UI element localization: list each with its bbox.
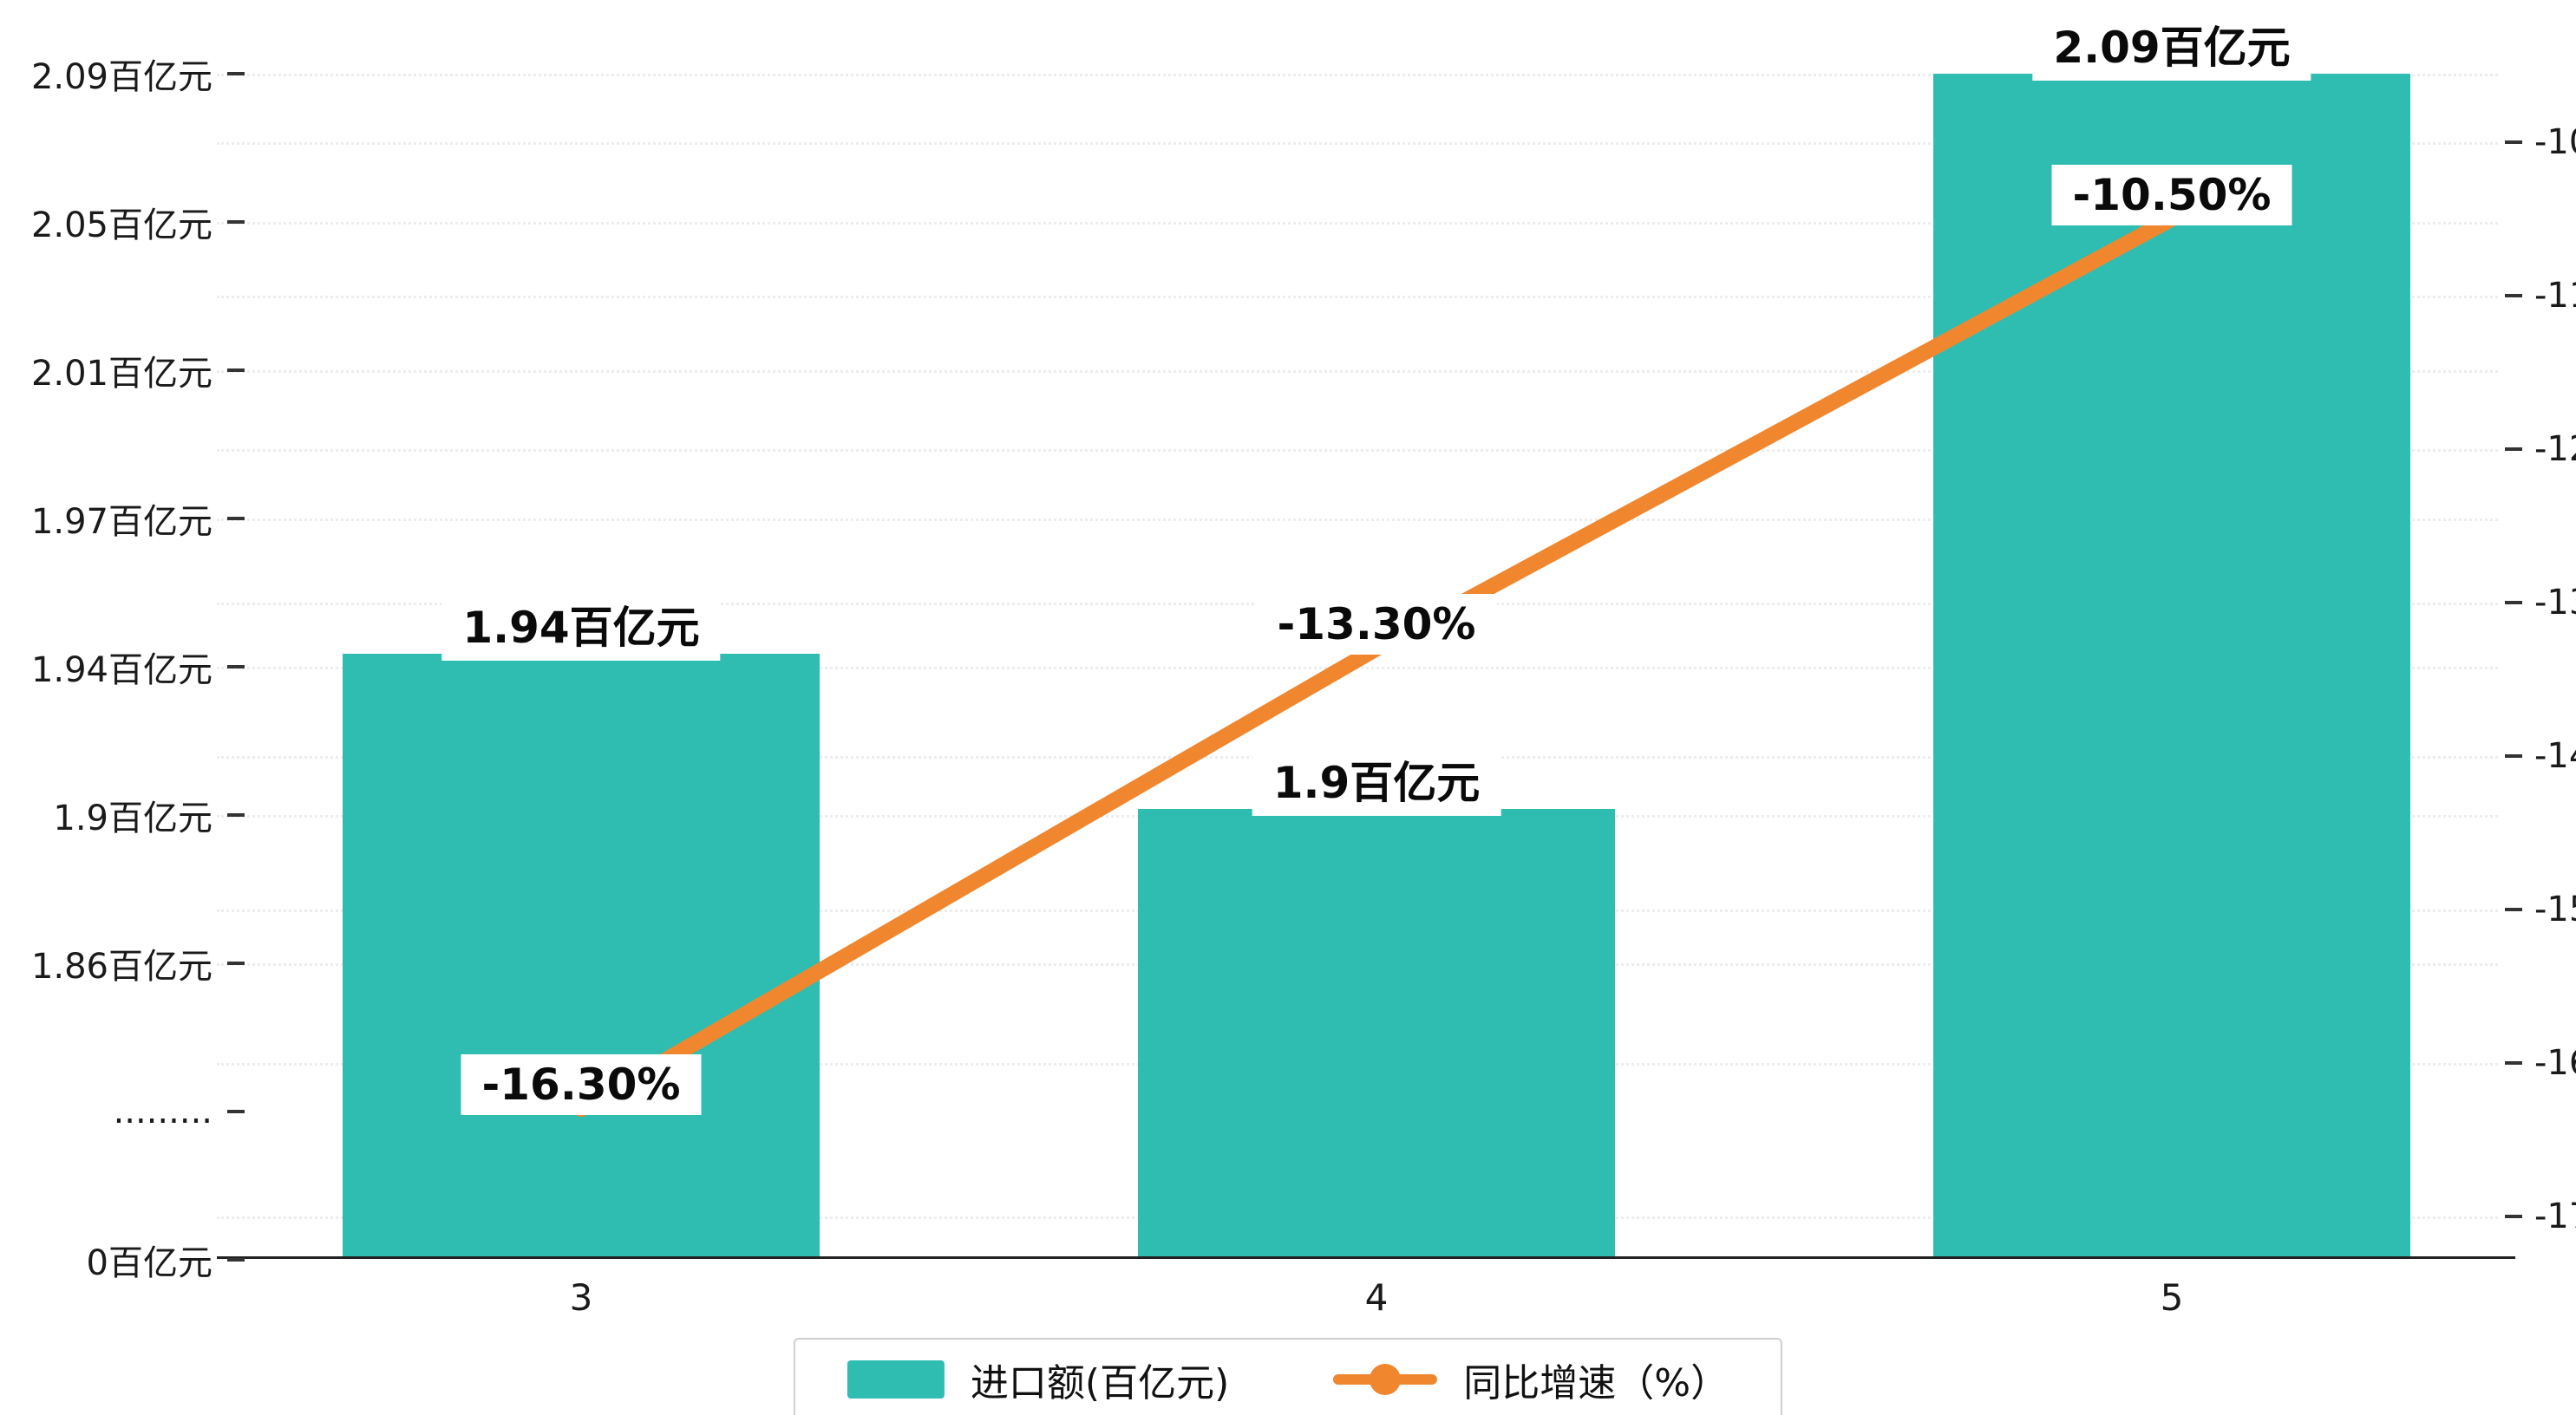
gridline	[217, 370, 2498, 373]
right-axis-tick-label: -14	[2534, 736, 2576, 776]
right-axis-tick-mark	[2505, 908, 2522, 911]
gridline	[217, 74, 2498, 76]
gridline	[217, 296, 2498, 298]
gridline	[217, 518, 2498, 521]
right-axis-tick-mark	[2505, 140, 2522, 144]
right-axis-tick-mark	[2505, 447, 2522, 451]
bar-month-5	[1933, 74, 2410, 1256]
right-axis-tick-label: -11	[2534, 276, 2576, 316]
bar-value-label: 1.94百亿元	[441, 588, 721, 662]
bar-month-4	[1138, 808, 1615, 1256]
bar-series-swatch-icon	[847, 1360, 945, 1399]
left-axis-tick-mark	[227, 1258, 245, 1262]
gridline	[217, 142, 2498, 145]
bar-month-3	[343, 654, 820, 1256]
x-axis-line	[217, 1256, 2515, 1259]
bar-value-label: 2.09百亿元	[2032, 8, 2311, 81]
legend-item-line-series[interactable]: 同比增速（%）	[1333, 1352, 1729, 1407]
legend: 进口额(百亿元) 同比增速（%）	[793, 1338, 1783, 1415]
right-axis-tick-mark	[2505, 294, 2522, 297]
right-axis-tick-label: -15	[2534, 890, 2576, 929]
line-value-label: -13.30%	[1256, 594, 1497, 655]
x-axis-label: 5	[2160, 1276, 2184, 1319]
left-axis-tick-mark	[227, 517, 245, 520]
right-axis-tick-mark	[2505, 1061, 2522, 1065]
left-axis-tick-label: 2.09百亿元	[30, 57, 212, 97]
line-series-swatch-icon	[1333, 1364, 1438, 1395]
legend-label: 进口额(百亿元)	[970, 1361, 1230, 1405]
left-axis-tick-label: 2.05百亿元	[30, 205, 212, 245]
right-axis-tick-label: -16	[2534, 1043, 2576, 1083]
left-axis-tick-mark	[227, 1110, 245, 1113]
left-axis-tick-label: 1.9百亿元	[53, 799, 212, 838]
bar-value-label: 1.9百亿元	[1252, 742, 1501, 816]
right-axis-tick-label: -12	[2534, 429, 2576, 469]
gridline	[217, 222, 2498, 225]
left-axis-tick-mark	[227, 220, 245, 224]
legend-item-bar-series[interactable]: 进口额(百亿元)	[847, 1352, 1229, 1407]
x-axis-label: 3	[569, 1276, 593, 1319]
line-value-label: -10.50%	[2051, 164, 2292, 225]
left-axis-tick-label: 0百亿元	[86, 1243, 212, 1283]
right-axis-tick-mark	[2505, 1215, 2522, 1218]
right-axis-tick-label: -13	[2534, 583, 2576, 623]
left-axis-tick-mark	[227, 368, 245, 372]
gridline	[217, 449, 2498, 452]
legend-label: 同比增速（%）	[1463, 1361, 1729, 1405]
left-axis-tick-label: 1.94百亿元	[30, 650, 212, 690]
left-axis-tick-label: .........	[113, 1092, 212, 1131]
line-series-marker-icon	[1370, 1364, 1402, 1395]
right-axis-tick-mark	[2505, 754, 2522, 758]
line-value-label: -16.30%	[461, 1054, 702, 1116]
left-axis-tick-mark	[227, 813, 245, 817]
left-axis-tick-label: 1.97百亿元	[30, 502, 212, 542]
left-axis-tick-mark	[227, 72, 245, 75]
left-axis-tick-mark	[227, 665, 245, 668]
left-axis-tick-mark	[227, 962, 245, 965]
growth-line-path	[573, 211, 2180, 1118]
left-axis-tick-label: 2.01百亿元	[30, 354, 212, 394]
right-axis-tick-label: -10	[2534, 122, 2576, 162]
right-axis-tick-label: -17	[2534, 1197, 2576, 1236]
left-axis-tick-label: 1.86百亿元	[30, 947, 212, 987]
x-axis-label: 4	[1364, 1276, 1389, 1319]
right-axis-tick-mark	[2505, 601, 2522, 604]
